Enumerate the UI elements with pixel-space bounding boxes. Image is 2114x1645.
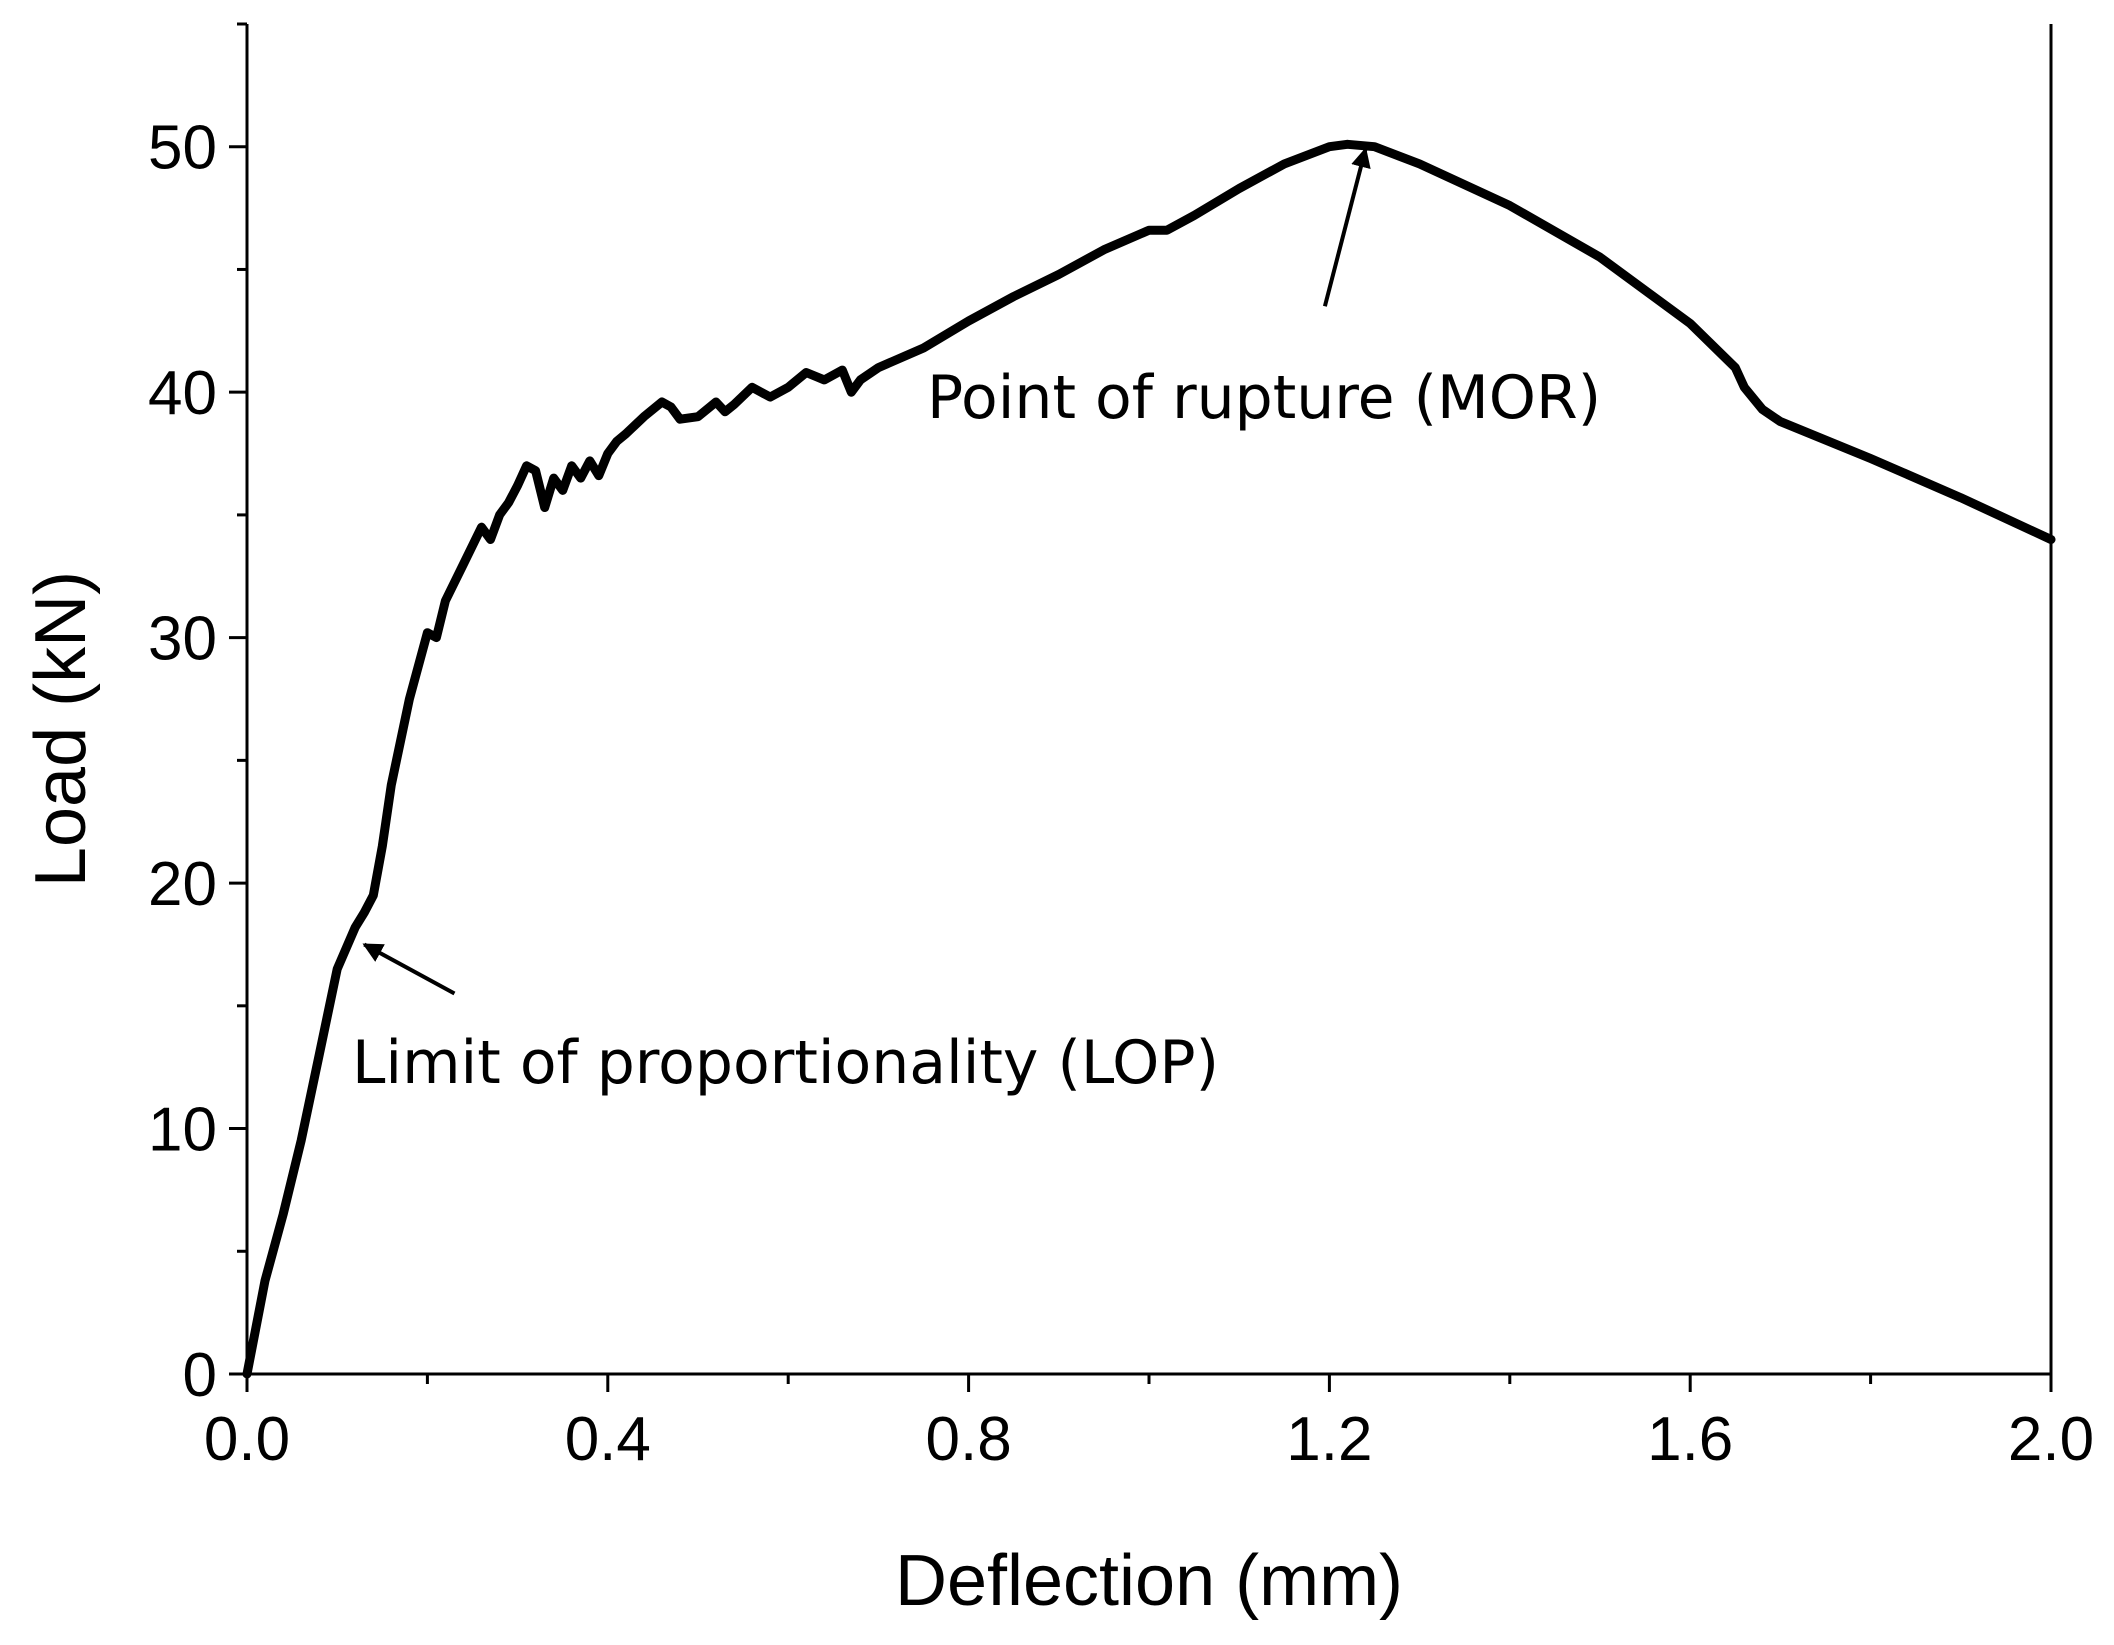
y-axis-title: Load (kN) xyxy=(21,571,101,887)
y-tick-label: 10 xyxy=(148,1096,217,1165)
y-tick-label: 30 xyxy=(148,605,217,674)
annotation-label: Limit of proportionality (LOP) xyxy=(352,1028,1219,1098)
y-tick-label: 50 xyxy=(148,114,217,183)
x-axis-title: Deflection (mm) xyxy=(895,1541,1403,1621)
y-tick-label: 20 xyxy=(148,850,217,919)
y-tick-label: 0 xyxy=(183,1341,217,1410)
annotation-arrow xyxy=(362,942,456,996)
x-tick-label: 1.2 xyxy=(1286,1405,1372,1474)
load-deflection-line xyxy=(242,139,2056,1379)
x-tick-label: 0.0 xyxy=(204,1405,290,1474)
annotation-arrow xyxy=(1322,147,1371,307)
x-tick-label: 1.6 xyxy=(1647,1405,1733,1474)
annotation-label: Point of rupture (MOR) xyxy=(927,363,1601,433)
x-tick-label: 0.4 xyxy=(565,1405,651,1474)
x-tick-label: 2.0 xyxy=(2008,1405,2094,1474)
x-tick-label: 0.8 xyxy=(925,1405,1011,1474)
y-tick-label: 40 xyxy=(148,359,217,428)
